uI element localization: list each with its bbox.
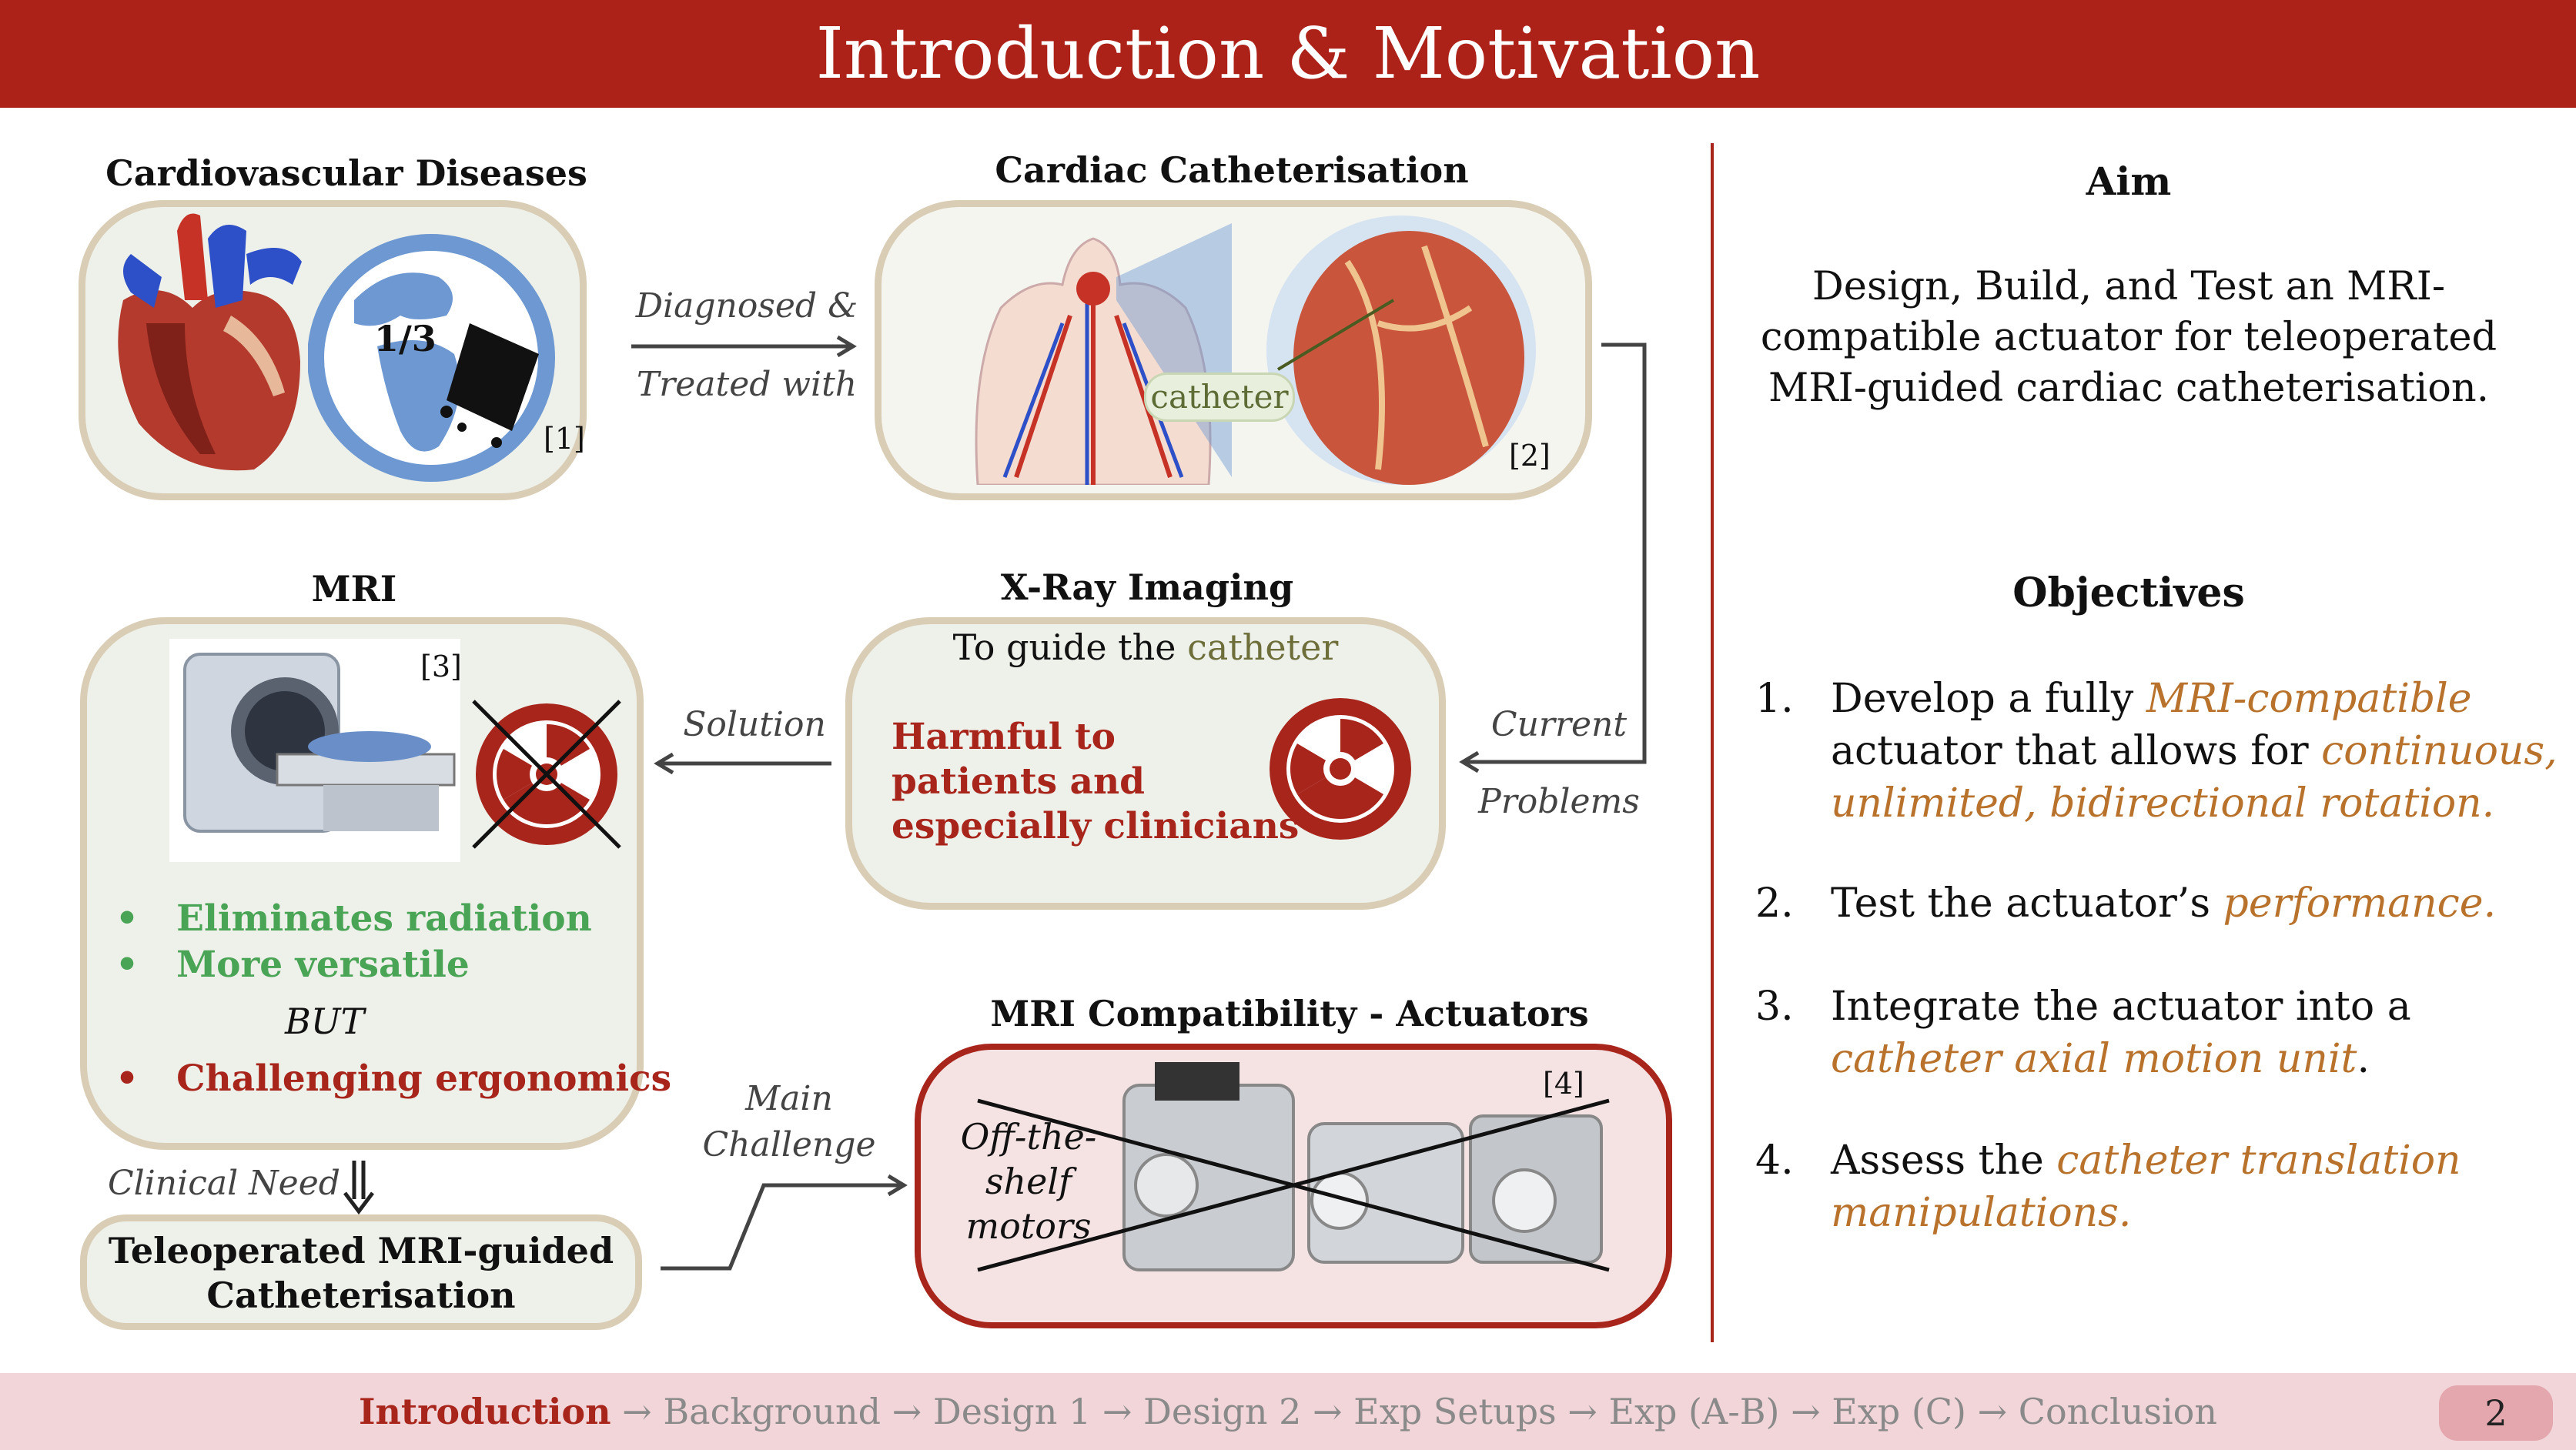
objective-2-num: 2. [1755,880,1794,927]
arrow-main-challenge [661,1174,908,1271]
cath-citation: [2] [1509,439,1551,473]
mri-bullet-2: • More versatile [115,944,470,986]
problems-label-line2: Problems [1478,782,1640,821]
aim-line3: MRI-guided cardiac catheterisation. [1768,366,2489,411]
mri-scanner-image [169,639,460,862]
teleop-line1: Teleoperated MRI-guided [108,1230,614,1271]
xray-harm-line2: patients and [892,760,1145,803]
objective-3-num: 3. [1755,984,1794,1030]
arrow-current-problems [1459,342,1647,773]
objective-4-num: 4. [1755,1138,1794,1184]
arrow-diagnosed [631,335,857,358]
heart-illustration [118,213,302,471]
arrow-solution [654,752,831,775]
aim-heading: Aim [2086,159,2172,204]
objective-4: Assess the catheter translation manipula… [1831,1138,2461,1236]
world-map-icon [308,234,555,482]
diagnosed-label-line1: Diagnosed & [635,286,858,326]
radiation-icon [1270,698,1411,840]
xray-harm-line3: especially clinicians [892,805,1300,847]
xray-harm-line1: Harmful to [892,716,1116,758]
problems-label-line1: Current [1490,705,1628,744]
compat-citation: [4] [1543,1067,1584,1101]
no-radiation-icon [472,700,621,849]
catheter-label: catheter [1144,373,1295,422]
aim-line1: Design, Build, and Test an MRI- [1812,264,2446,309]
teleop-panel [80,1214,642,1330]
catheterisation-illustration [975,215,1536,485]
title-bar [0,0,2576,108]
nav-remaining-sections[interactable]: → Background → Design 1 → Design 2 → Exp… [611,1391,2218,1432]
motors-label-line1: Off-the- [960,1116,1097,1158]
compat-heading: MRI Compatibility - Actuators [990,993,1589,1034]
objective-1-num: 1. [1755,676,1794,722]
mri-bullet-1: • Eliminates radiation [115,897,592,940]
objective-2: Test the actuator’s performance. [1831,880,2497,927]
footer-bar [0,1373,2576,1450]
cvd-citation: [1] [544,422,585,456]
cvd-fraction: 1/3 [374,318,437,359]
motors-label-line3: motors [965,1205,1092,1247]
slide-title: Introduction & Motivation [815,12,1761,95]
cvd-heading: Cardiovascular Diseases [105,152,587,194]
objective-1: Develop a fully MRI-compatible actuator … [1831,676,2558,827]
mri-citation: [3] [420,650,462,683]
section-navigation: Introduction → Background → Design 1 → D… [0,1373,2576,1450]
aim-text: Design, Build, and Test an MRI- compatib… [1748,262,2510,414]
solution-label: Solution [683,705,826,744]
motors-cross-out [977,1098,1610,1272]
diagnosed-label-line2: Treated with [636,365,858,404]
cath-heading: Cardiac Catheterisation [995,149,1469,191]
page-number: 2 [2439,1385,2553,1441]
objective-3: Integrate the actuator into a catheter a… [1831,984,2411,1082]
motors-label: Off-the- shelf motors [952,1114,1106,1248]
teleop-line2: Catheterisation [206,1275,516,1316]
aim-line2: compatible actuator for teleoperated [1760,315,2497,360]
clinical-need-label: Clinical Need [108,1164,340,1203]
column-divider [1711,143,1714,1342]
mri-bullet-bad: • Challenging ergonomics [115,1057,672,1100]
arrow-clinical-need [343,1161,374,1215]
main-challenge-line1: Main [745,1079,833,1118]
motors-illustration [1122,1062,1603,1271]
mri-but: BUT [285,1001,365,1042]
xray-subtitle: To guide the catheter [952,626,1339,668]
nav-current-section[interactable]: Introduction [358,1391,611,1432]
xray-heading: X-Ray Imaging [1000,566,1294,608]
motors-label-line2: shelf [985,1161,1072,1202]
objectives-heading: Objectives [2012,570,2245,616]
main-challenge-line2: Challenge [702,1125,876,1164]
mri-heading: MRI [311,568,397,610]
